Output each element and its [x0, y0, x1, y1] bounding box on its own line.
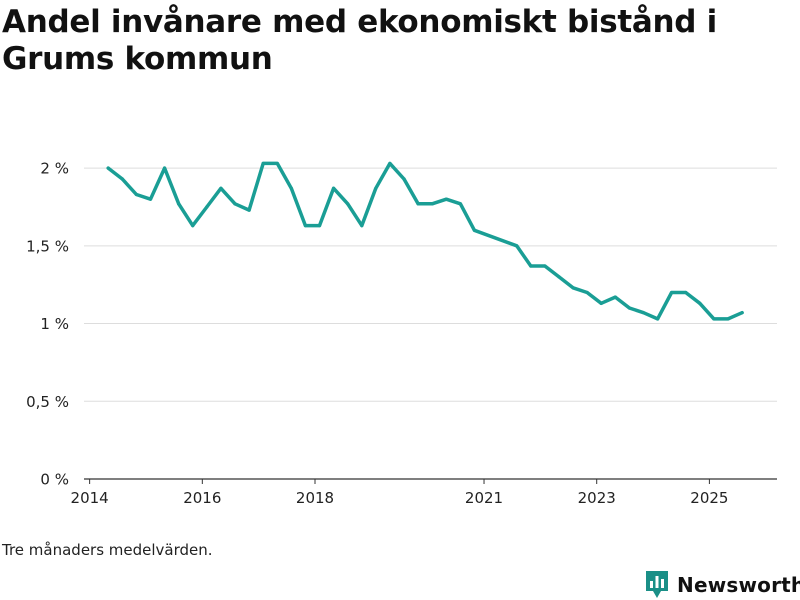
data-point [219, 186, 223, 190]
x-tick-label: 2016 [183, 489, 221, 507]
x-axis-ticks: 2014 2016 2018 2021 2023 2025 [71, 479, 728, 507]
data-point [740, 311, 744, 315]
data-point [331, 186, 336, 190]
brand-name: Newsworthy [677, 573, 800, 597]
data-point [191, 224, 195, 228]
data-point [655, 317, 660, 321]
y-tick-label: 0,5 % [26, 393, 69, 411]
y-tick-label: 0 % [40, 471, 69, 489]
y-axis-tick-labels: 0 % 0,5 % 1 % 1,5 % 2 % [26, 160, 69, 489]
data-point [726, 317, 730, 321]
data-point [670, 290, 674, 295]
data-point [205, 205, 209, 209]
data-point [698, 301, 702, 305]
series-layer [106, 161, 744, 321]
data-point [289, 186, 293, 190]
data-point [430, 202, 434, 206]
data-point [585, 290, 589, 295]
x-tick-label: 2023 [578, 489, 616, 507]
x-tick-label: 2014 [71, 489, 109, 507]
data-point [346, 202, 350, 206]
data-point [712, 317, 716, 321]
data-point [472, 228, 477, 232]
data-point [374, 186, 378, 190]
data-point [627, 306, 631, 310]
data-point [134, 192, 138, 197]
data-point [120, 177, 124, 181]
data-point [106, 166, 110, 170]
data-point [247, 208, 251, 212]
data-point [571, 286, 575, 290]
data-point [261, 161, 265, 166]
data-point [641, 311, 646, 315]
series-line [106, 161, 744, 321]
data-point [613, 295, 617, 299]
data-point [599, 301, 603, 305]
data-point [557, 275, 561, 279]
data-point [515, 244, 519, 248]
gridlines [84, 167, 777, 402]
data-point [275, 161, 279, 166]
data-point [458, 202, 462, 206]
newsworthy-brand[interactable]: Newsworthy [644, 570, 800, 600]
x-tick-label: 2025 [690, 489, 728, 507]
data-point [162, 166, 167, 170]
data-point [317, 224, 322, 228]
newsworthy-logo-icon [646, 571, 668, 598]
data-point [303, 224, 308, 228]
y-tick-label: 2 % [40, 160, 69, 178]
data-point [388, 161, 392, 166]
data-point [177, 202, 181, 206]
x-tick-label: 2021 [465, 489, 503, 507]
data-point [402, 177, 406, 181]
data-point [684, 290, 688, 295]
data-point [360, 224, 364, 228]
x-tick-label: 2018 [296, 489, 334, 507]
chart-title: Andel invånare med ekonomiskt bistånd i … [2, 4, 717, 77]
data-point [416, 202, 420, 206]
data-point [444, 197, 448, 201]
footnote: Tre månaders medelvärden. [2, 541, 213, 559]
y-tick-label: 1 % [40, 315, 69, 333]
data-point [543, 264, 547, 268]
data-point [148, 197, 153, 201]
data-point [529, 264, 533, 268]
y-tick-label: 1,5 % [26, 237, 69, 255]
data-point [233, 202, 237, 206]
